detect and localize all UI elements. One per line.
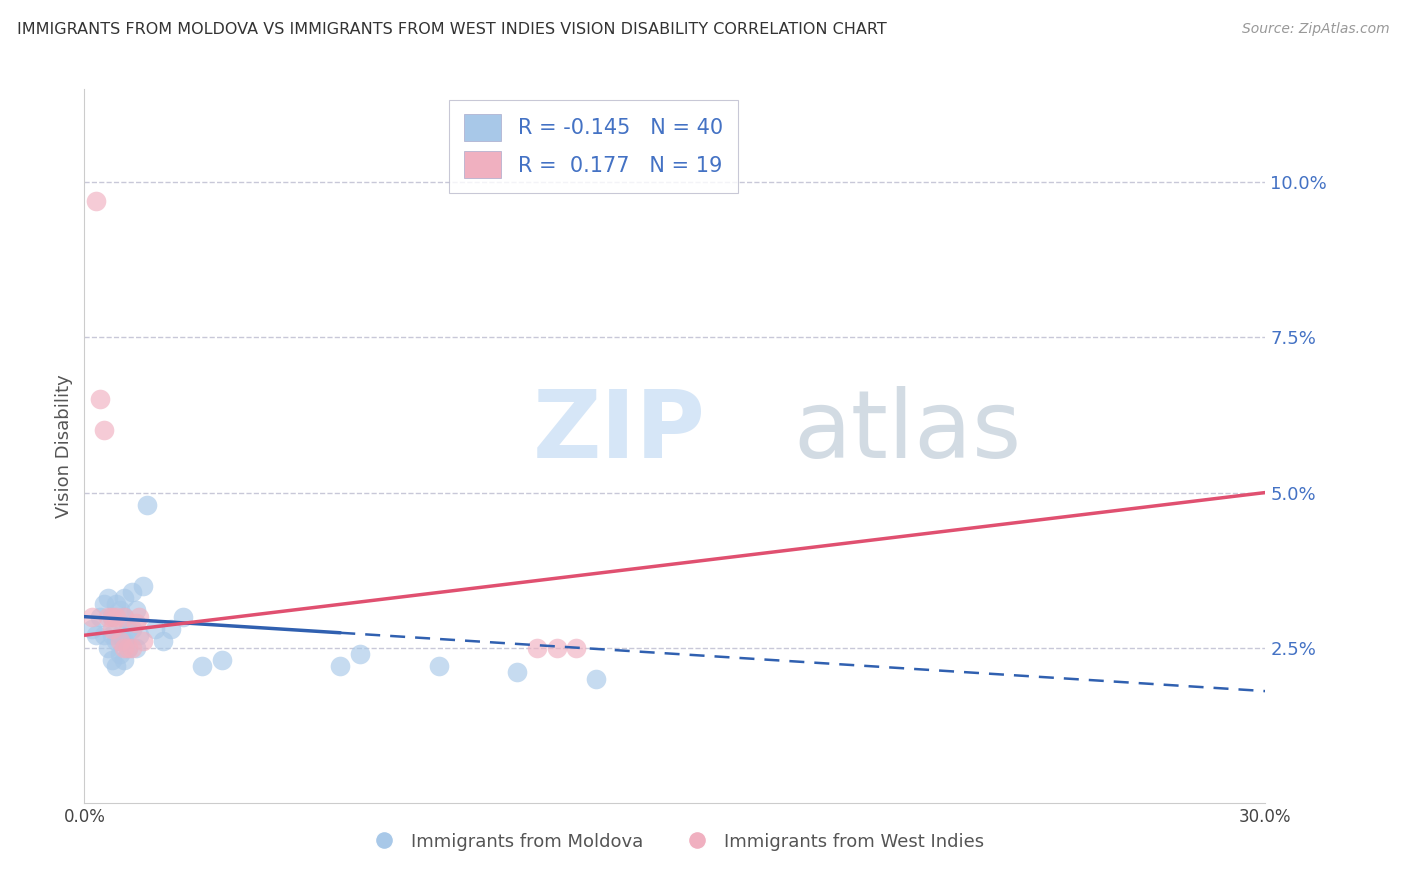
- Point: [84, 194, 107, 208]
- Point: [101, 609, 124, 624]
- Point: [117, 640, 139, 655]
- Point: [112, 591, 135, 605]
- Point: [427, 659, 450, 673]
- Point: [191, 659, 214, 673]
- Point: [84, 628, 107, 642]
- Legend: Immigrants from Moldova, Immigrants from West Indies: Immigrants from Moldova, Immigrants from…: [359, 826, 991, 858]
- Point: [132, 579, 155, 593]
- Point: [124, 615, 146, 630]
- Text: IMMIGRANTS FROM MOLDOVA VS IMMIGRANTS FROM WEST INDIES VISION DISABILITY CORRELA: IMMIGRANTS FROM MOLDOVA VS IMMIGRANTS FR…: [17, 22, 887, 37]
- Point: [128, 609, 150, 624]
- Point: [97, 591, 120, 605]
- Point: [97, 640, 120, 655]
- Point: [89, 392, 111, 407]
- Point: [104, 634, 127, 648]
- Point: [565, 640, 588, 655]
- Point: [104, 609, 127, 624]
- Point: [117, 622, 139, 636]
- Point: [104, 597, 127, 611]
- Text: atlas: atlas: [793, 385, 1021, 478]
- Point: [211, 653, 233, 667]
- Point: [82, 622, 104, 636]
- Point: [97, 609, 120, 624]
- Point: [93, 628, 115, 642]
- Point: [506, 665, 529, 680]
- Point: [108, 603, 131, 617]
- Point: [112, 609, 135, 624]
- Point: [136, 498, 159, 512]
- Point: [112, 653, 135, 667]
- Point: [124, 640, 146, 655]
- Point: [526, 640, 548, 655]
- Point: [152, 634, 174, 648]
- Point: [101, 609, 124, 624]
- Point: [349, 647, 371, 661]
- Point: [132, 634, 155, 648]
- Point: [104, 659, 127, 673]
- Point: [585, 672, 607, 686]
- Point: [93, 597, 115, 611]
- Point: [172, 609, 194, 624]
- Point: [117, 640, 139, 655]
- Point: [121, 584, 143, 599]
- Point: [112, 640, 135, 655]
- Point: [546, 640, 568, 655]
- Point: [112, 609, 135, 624]
- Point: [128, 628, 150, 642]
- Point: [93, 424, 115, 438]
- Point: [112, 634, 135, 648]
- Point: [101, 622, 124, 636]
- Point: [101, 653, 124, 667]
- Text: Source: ZipAtlas.com: Source: ZipAtlas.com: [1241, 22, 1389, 37]
- Point: [108, 628, 131, 642]
- Point: [329, 659, 352, 673]
- Point: [124, 603, 146, 617]
- Y-axis label: Vision Disability: Vision Disability: [55, 374, 73, 518]
- Point: [108, 647, 131, 661]
- Point: [121, 622, 143, 636]
- Point: [82, 609, 104, 624]
- Point: [143, 622, 166, 636]
- Point: [160, 622, 183, 636]
- Point: [108, 634, 131, 648]
- Text: ZIP: ZIP: [533, 385, 706, 478]
- Point: [101, 628, 124, 642]
- Point: [89, 609, 111, 624]
- Point: [121, 640, 143, 655]
